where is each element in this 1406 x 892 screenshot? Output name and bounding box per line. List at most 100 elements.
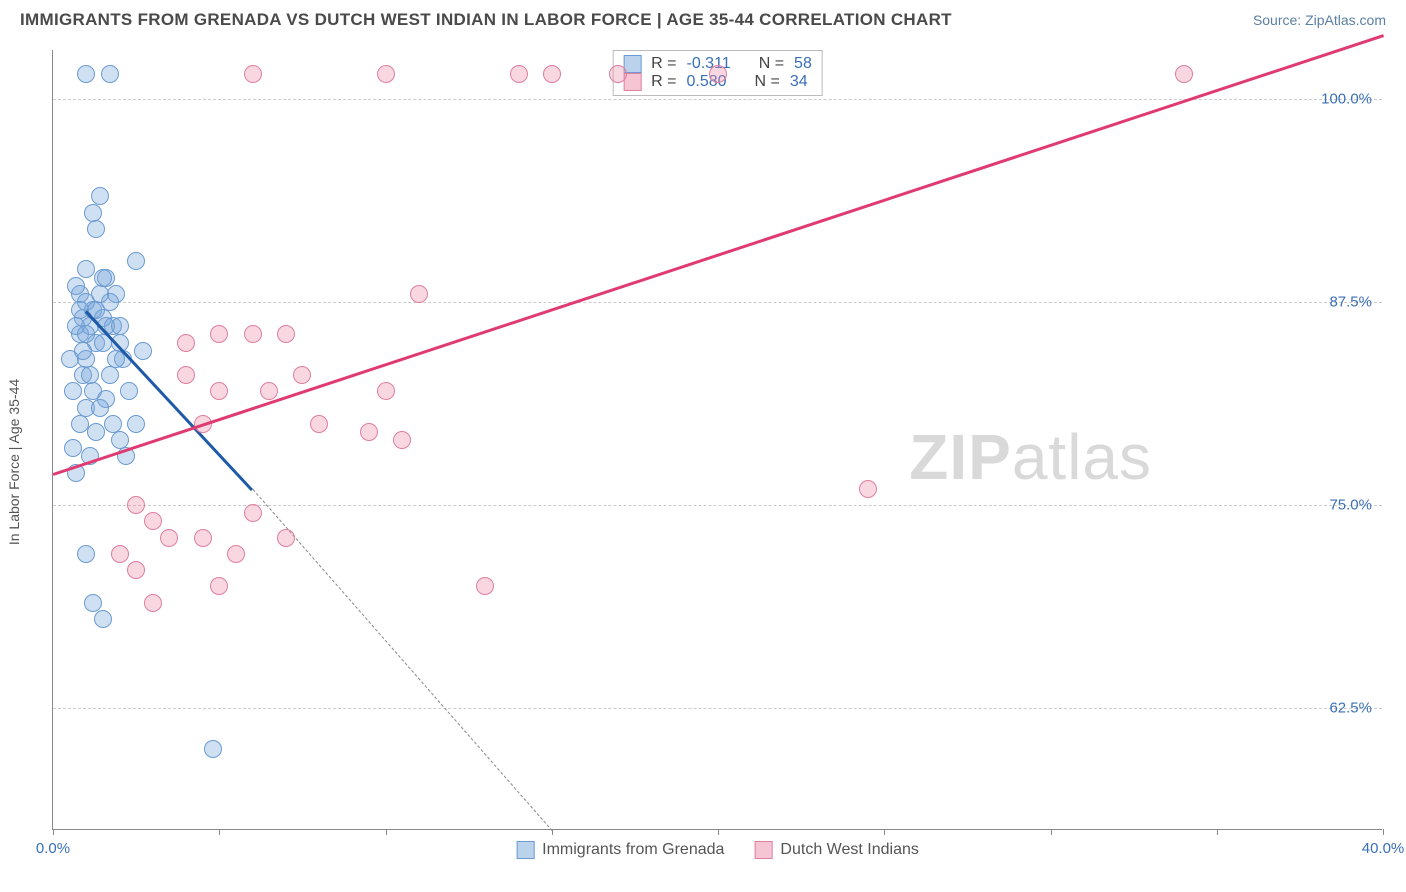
plot-area: ZIPatlas R =-0.311N =58R =0.580N =34 Imm… <box>52 50 1382 830</box>
scatter-point <box>87 220 105 238</box>
scatter-point <box>81 366 99 384</box>
scatter-point <box>84 204 102 222</box>
source-label: Source: ZipAtlas.com <box>1253 12 1386 28</box>
scatter-point <box>227 545 245 563</box>
scatter-point <box>210 325 228 343</box>
scatter-point <box>859 480 877 498</box>
watermark-bold: ZIP <box>909 421 1012 493</box>
scatter-point <box>244 325 262 343</box>
legend-n-value: 58 <box>794 55 812 73</box>
legend-swatch <box>516 841 534 859</box>
x-tick-label: 0.0% <box>36 840 70 857</box>
scatter-point <box>91 285 109 303</box>
scatter-point <box>101 366 119 384</box>
watermark: ZIPatlas <box>909 420 1152 494</box>
y-tick-label: 75.0% <box>1329 497 1372 514</box>
scatter-point <box>94 269 112 287</box>
legend-n-label: N = <box>759 55 784 73</box>
scatter-point <box>377 65 395 83</box>
scatter-point <box>410 285 428 303</box>
x-tick <box>1217 829 1218 835</box>
scatter-point <box>393 431 411 449</box>
scatter-point <box>144 512 162 530</box>
scatter-point <box>91 187 109 205</box>
scatter-point <box>74 342 92 360</box>
legend-series: Immigrants from Grenada Dutch West Indian… <box>516 841 919 859</box>
watermark-light: atlas <box>1012 421 1152 493</box>
scatter-point <box>709 65 727 83</box>
scatter-point <box>177 366 195 384</box>
scatter-point <box>510 65 528 83</box>
x-tick <box>718 829 719 835</box>
legend-label: Dutch West Indians <box>780 841 918 859</box>
scatter-point <box>210 382 228 400</box>
scatter-point <box>127 561 145 579</box>
y-axis-label: In Labor Force | Age 35-44 <box>6 379 22 545</box>
scatter-point <box>127 252 145 270</box>
scatter-point <box>134 342 152 360</box>
scatter-point <box>120 382 138 400</box>
scatter-point <box>1175 65 1193 83</box>
scatter-point <box>67 277 85 295</box>
scatter-point <box>277 325 295 343</box>
scatter-point <box>293 366 311 384</box>
y-tick-label: 100.0% <box>1321 90 1372 107</box>
x-tick <box>386 829 387 835</box>
gridline-h <box>53 708 1382 709</box>
scatter-point <box>94 610 112 628</box>
scatter-point <box>71 415 89 433</box>
chart-title: IMMIGRANTS FROM GRENADA VS DUTCH WEST IN… <box>20 10 952 30</box>
x-tick <box>1051 829 1052 835</box>
scatter-point <box>260 382 278 400</box>
gridline-h <box>53 302 1382 303</box>
x-tick <box>219 829 220 835</box>
scatter-point <box>111 317 129 335</box>
scatter-point <box>194 529 212 547</box>
x-tick <box>1383 829 1384 835</box>
scatter-point <box>64 382 82 400</box>
legend-r-label: R = <box>651 55 676 73</box>
chart-container: In Labor Force | Age 35-44 ZIPatlas R =-… <box>20 42 1390 882</box>
scatter-point <box>127 496 145 514</box>
y-tick-label: 87.5% <box>1329 293 1372 310</box>
trend-line <box>53 34 1384 475</box>
scatter-point <box>609 65 627 83</box>
scatter-point <box>244 65 262 83</box>
scatter-point <box>277 529 295 547</box>
scatter-point <box>244 504 262 522</box>
scatter-point <box>476 577 494 595</box>
legend-swatch <box>754 841 772 859</box>
scatter-point <box>64 439 82 457</box>
x-tick <box>53 829 54 835</box>
y-tick-label: 62.5% <box>1329 700 1372 717</box>
scatter-point <box>377 382 395 400</box>
legend-label: Immigrants from Grenada <box>542 841 724 859</box>
scatter-point <box>87 423 105 441</box>
scatter-point <box>360 423 378 441</box>
legend-item: Dutch West Indians <box>754 841 918 859</box>
legend-n-label: N = <box>755 73 780 91</box>
scatter-point <box>177 334 195 352</box>
scatter-point <box>77 260 95 278</box>
scatter-point <box>160 529 178 547</box>
title-bar: IMMIGRANTS FROM GRENADA VS DUTCH WEST IN… <box>0 0 1406 36</box>
legend-item: Immigrants from Grenada <box>516 841 724 859</box>
scatter-point <box>204 740 222 758</box>
scatter-point <box>210 577 228 595</box>
scatter-point <box>77 545 95 563</box>
scatter-point <box>111 545 129 563</box>
x-tick-label: 40.0% <box>1362 840 1405 857</box>
legend-n-value: 34 <box>790 73 808 91</box>
scatter-point <box>543 65 561 83</box>
legend-r-label: R = <box>651 73 676 91</box>
scatter-point <box>77 325 95 343</box>
scatter-point <box>127 415 145 433</box>
scatter-point <box>101 65 119 83</box>
scatter-point <box>84 594 102 612</box>
x-tick <box>884 829 885 835</box>
scatter-point <box>144 594 162 612</box>
scatter-point <box>91 399 109 417</box>
scatter-point <box>77 65 95 83</box>
scatter-point <box>310 415 328 433</box>
trend-line-dash <box>252 489 552 831</box>
